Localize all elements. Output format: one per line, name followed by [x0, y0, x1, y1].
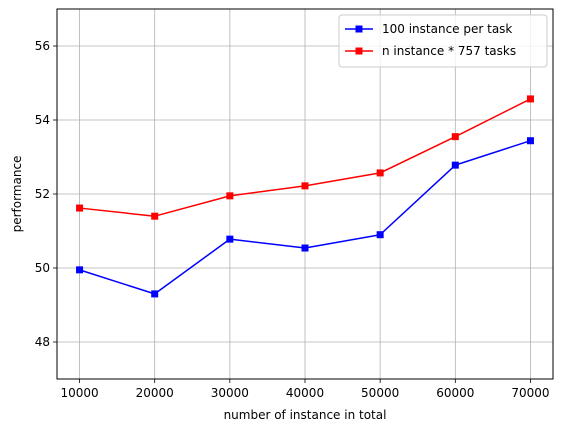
x-tick-label: 60000 [436, 386, 474, 400]
data-point-marker [151, 290, 159, 298]
x-tick-label: 10000 [60, 386, 98, 400]
y-axis-label: performance [10, 156, 24, 233]
data-point-marker [526, 95, 534, 103]
data-point-marker [226, 192, 234, 200]
y-tick-label: 48 [35, 335, 50, 349]
data-point-marker [301, 244, 309, 252]
data-point-marker [151, 212, 159, 220]
legend: 100 instance per task n instance * 757 t… [338, 14, 548, 68]
legend-label-100-instance-per-task: 100 instance per task [382, 22, 512, 36]
data-point-marker [451, 161, 459, 169]
axis-ticks: 10000 20000 30000 40000 50000 60000 70000 48 50 5… [35, 39, 550, 400]
data-point-marker [526, 137, 534, 145]
legend-label-n-instance-757-tasks: n instance * 757 tasks [382, 44, 516, 58]
data-point-marker [301, 182, 309, 190]
legend-marker-blue [355, 25, 363, 33]
data-point-marker [76, 204, 84, 212]
x-tick-label: 40000 [286, 386, 324, 400]
y-tick-label: 54 [35, 113, 50, 127]
y-tick-label: 56 [35, 39, 50, 53]
data-point-marker [376, 169, 384, 177]
x-tick-label: 70000 [511, 386, 549, 400]
x-tick-label: 30000 [211, 386, 249, 400]
legend-marker-red [355, 47, 363, 55]
y-tick-label: 52 [35, 187, 50, 201]
grid-lines [57, 9, 553, 379]
series-layer [76, 95, 534, 298]
data-point-marker [76, 266, 84, 274]
data-point-marker [451, 133, 459, 141]
data-point-marker [226, 235, 234, 243]
x-axis-label: number of instance in total [224, 408, 387, 422]
x-tick-label: 20000 [136, 386, 174, 400]
legend-box [338, 14, 548, 68]
x-tick-label: 50000 [361, 386, 399, 400]
y-tick-label: 50 [35, 261, 50, 275]
data-point-marker [376, 231, 384, 239]
